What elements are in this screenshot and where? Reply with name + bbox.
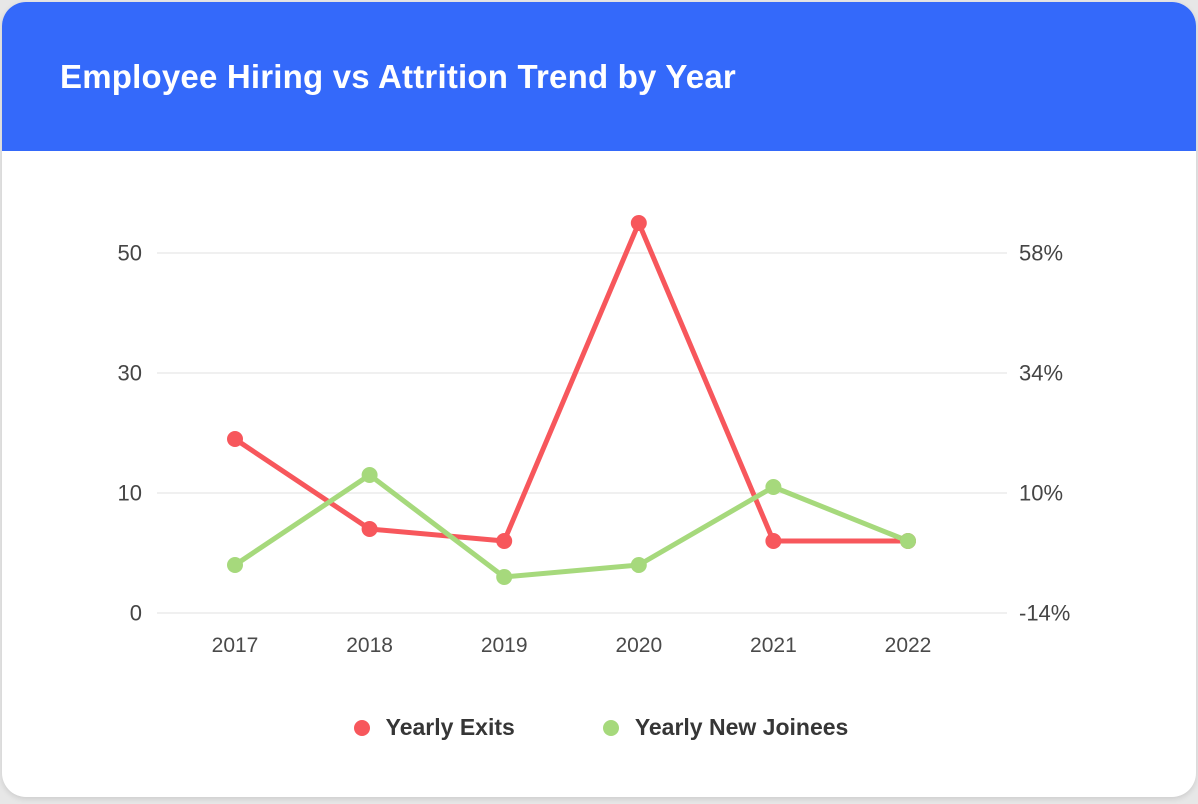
- page-title: Employee Hiring vs Attrition Trend by Ye…: [60, 57, 736, 95]
- data-point-yearly-exits-2017[interactable]: [227, 431, 243, 447]
- data-point-yearly-new-joinees-2018[interactable]: [361, 467, 378, 483]
- x-axis-tick-label: 2020: [615, 634, 662, 657]
- data-point-yearly-new-joinees-2019[interactable]: [496, 569, 513, 585]
- data-point-yearly-exits-2018[interactable]: [361, 521, 378, 537]
- x-axis-tick-label: 2018: [346, 634, 393, 657]
- y-axis-left-tick-label: 10: [118, 481, 142, 506]
- data-point-yearly-exits-2021[interactable]: [765, 533, 782, 549]
- card-header: Employee Hiring vs Attrition Trend by Ye…: [2, 2, 1196, 151]
- legend-label: Yearly New Joinees: [634, 714, 849, 740]
- data-point-yearly-new-joinees-2021[interactable]: [765, 479, 782, 495]
- data-point-yearly-exits-2019[interactable]: [496, 533, 513, 549]
- legend-item-yearly-new-joinees[interactable]: Yearly New Joinees: [602, 714, 849, 741]
- series-line-yearly-new-joinees: [232, 472, 911, 580]
- data-point-yearly-new-joinees-2022[interactable]: [900, 533, 916, 549]
- legend-item-yearly-exits[interactable]: Yearly Exits: [353, 714, 515, 741]
- y-axis-left-tick-label: 0: [130, 601, 142, 626]
- legend-label: Yearly Exits: [385, 714, 515, 740]
- chart-legend: Yearly Exits Yearly New Joinees: [2, 714, 1196, 741]
- legend-dot-exits-icon: [353, 719, 370, 736]
- x-axis-tick-label: 2017: [212, 634, 259, 657]
- y-axis-right-tick-label: 10%: [1019, 481, 1063, 506]
- x-axis-tick-label: 2021: [750, 634, 797, 657]
- legend-dot-joinees-icon: [602, 719, 619, 736]
- y-axis-right-tick-label: -14%: [1019, 601, 1070, 626]
- x-axis-tick-label: 2019: [481, 634, 528, 657]
- x-axis-tick-label: 2022: [885, 634, 932, 657]
- y-axis-left-tick-label: 50: [118, 241, 142, 266]
- data-point-yearly-exits-2020[interactable]: [630, 215, 647, 231]
- y-axis-left-tick-label: 30: [118, 361, 142, 386]
- y-axis-right-tick-label: 58%: [1019, 241, 1063, 266]
- data-point-yearly-new-joinees-2017[interactable]: [227, 557, 243, 573]
- series-line-yearly-exits: [232, 220, 911, 544]
- y-axis-right-tick-label: 34%: [1019, 361, 1063, 386]
- data-point-yearly-new-joinees-2020[interactable]: [630, 557, 647, 573]
